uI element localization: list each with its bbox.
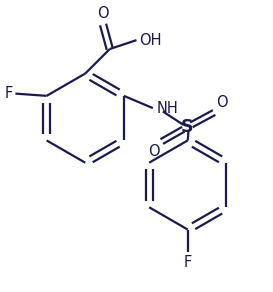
Text: F: F [5, 86, 13, 101]
Text: O: O [148, 144, 159, 159]
Text: F: F [184, 255, 192, 270]
Text: S: S [181, 118, 194, 136]
Text: NH: NH [156, 101, 178, 116]
Text: O: O [216, 95, 228, 110]
Text: OH: OH [139, 33, 161, 48]
Text: O: O [97, 6, 109, 21]
